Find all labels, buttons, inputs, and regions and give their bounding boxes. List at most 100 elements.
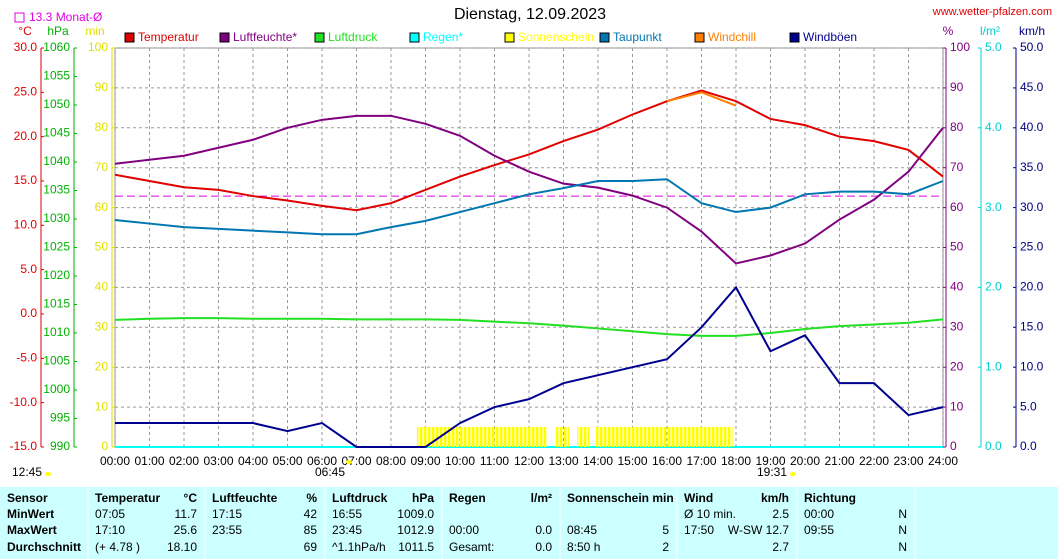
y-tick-label: 70 [95,160,109,174]
table-cell: 1011.5 [398,540,434,554]
y-tick-label: 15.0 [1020,319,1044,333]
x-tick-label: 05:00 [272,454,302,468]
sunshine-bar [554,427,570,447]
legend-swatch [314,32,325,43]
y-tick-label: 0.0 [985,439,1002,453]
x-tick-label: 21:00 [824,454,854,468]
legend-label: Luftdruck [328,30,378,44]
table-cell: 2.7 [772,540,789,554]
table-cell: 00:00 [804,507,834,521]
x-tick-label: 09:00 [410,454,440,468]
y-tick-label: 15.0 [14,173,38,187]
y-tick-label: 995 [50,411,70,425]
time-note: 12:45 [12,465,42,479]
y-tick-label: 1015 [43,297,70,311]
legend-label: Sonnenschein [518,30,594,44]
table-cell: Sonnenschein min [567,491,674,505]
time-note: 06:45 [315,465,345,479]
y-tick-label: 60 [950,200,964,214]
legend-label: Temperatur [138,30,199,44]
y-tick-label: 1045 [43,126,70,140]
y-tick-label: 5.0 [20,262,37,276]
table-cell: 25.6 [174,523,198,537]
y-tick-label: 10 [950,399,964,413]
legend-swatch [219,32,230,43]
y-tick-label: 20 [95,359,109,373]
sunshine-bar [577,427,590,447]
y-tick-label: 90 [95,80,109,94]
axis-unit: % [943,24,954,38]
x-tick-label: 11:00 [480,454,509,468]
table-cell: % [306,491,317,505]
table-cell: 2.5 [772,507,789,521]
y-tick-label: 100 [950,40,970,54]
table-cell: Luftfeuchte [212,491,278,505]
table-cell: N [898,540,907,554]
y-tick-label: 60 [95,200,109,214]
table-cell: 8:50 h [567,540,600,554]
table-bg [0,487,1058,559]
table-cell: Durchschnitt [7,540,81,554]
y-tick-label: 0.0 [1020,439,1037,453]
legend-label: Windböen [803,30,857,44]
x-tick-label: 06:00 [307,454,337,468]
y-tick-label: 1025 [43,240,70,254]
legend-label: Windchill [708,30,756,44]
y-tick-label: 70 [950,160,964,174]
x-tick-label: 23:00 [893,454,923,468]
sun-marker [790,472,796,476]
table-cell: Sensor [7,491,48,505]
y-tick-label: 35.0 [1020,160,1044,174]
table-cell: 11.7 [175,507,198,521]
table-cell: Luftdruck [332,491,388,505]
table-cell: 00:00 [449,523,479,537]
y-tick-label: 10.0 [1020,359,1044,373]
y-tick-label: 0 [950,439,957,453]
y-tick-label: -15.0 [10,439,38,453]
x-tick-label: 20:00 [790,454,820,468]
table-cell: Richtung [804,491,856,505]
legend-label: Regen* [423,30,463,44]
reference-icon [14,12,25,23]
table-cell: 42 [304,507,318,521]
y-tick-label: 1035 [43,183,70,197]
x-tick-label: 08:00 [376,454,406,468]
series-line [114,317,944,337]
series-line [666,91,737,107]
y-tick-label: 30.0 [14,40,38,54]
sunshine-bar [594,427,733,447]
legend-swatch [504,32,515,43]
table-cell: Gesamt: [449,540,494,554]
series-line [114,89,944,212]
table-cell: 5 [662,523,669,537]
x-tick-label: 15:00 [617,454,647,468]
sun-marker [45,472,51,476]
y-tick-label: 80 [950,120,964,134]
y-tick-label: 1055 [43,69,70,83]
source: www.wetter-pfalzen.com [932,6,1052,18]
table-cell: (+ 4.78 ) [95,540,140,554]
table-cell: 17:10 [95,523,125,537]
table-cell: km/h [761,491,789,505]
x-tick-label: 12:00 [514,454,544,468]
y-tick-label: 1050 [43,97,70,111]
table-cell: 0.0 [535,540,552,554]
axis-unit: km/h [1019,24,1045,38]
x-tick-label: 19:00 [755,454,785,468]
legend-swatch [599,32,610,43]
y-tick-label: 40 [950,280,964,294]
legend-swatch [409,32,420,43]
y-tick-label: 20.0 [14,129,38,143]
y-tick-label: 90 [950,80,964,94]
sun-marker [346,460,352,464]
table-cell: hPa [412,491,434,505]
x-tick-label: 17:00 [686,454,716,468]
y-tick-label: 1020 [43,268,70,282]
y-tick-label: 1005 [43,354,70,368]
y-tick-label: 1010 [43,325,70,339]
y-tick-label: 30 [95,319,109,333]
table-cell: 17:15 [212,507,242,521]
y-tick-label: 1000 [43,382,70,396]
x-tick-label: 03:00 [203,454,233,468]
y-tick-label: 1.0 [985,359,1002,373]
